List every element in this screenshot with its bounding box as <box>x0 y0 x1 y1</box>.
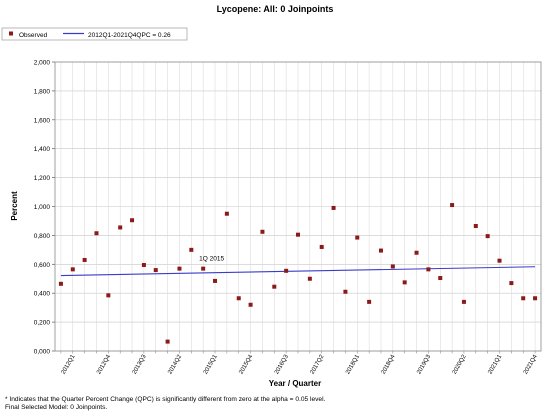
x-tick-label: 2012Q1 <box>61 353 77 375</box>
legend-trend-label: 2012Q1-2021Q4QPC = 0.26 <box>88 32 171 39</box>
y-tick-label: 0,800 <box>34 233 51 240</box>
observed-point <box>248 302 253 307</box>
observed-point <box>414 250 419 255</box>
x-tick-label: 2020Q2 <box>452 353 468 375</box>
observed-point <box>485 234 490 239</box>
x-tick-label: 2019Q3 <box>416 353 432 375</box>
y-axis-label: Percent <box>10 191 19 221</box>
annotation-layer: 1Q 2015 <box>199 255 224 262</box>
observed-point <box>165 339 170 344</box>
observed-point <box>70 267 75 272</box>
observed-point <box>450 203 455 208</box>
x-tick-label: 2015Q1 <box>203 353 219 375</box>
y-tick-label: 0,000 <box>34 349 51 356</box>
observed-point <box>106 293 111 298</box>
observed-point <box>367 299 372 304</box>
y-tick-label: 1,600 <box>34 117 51 124</box>
observed-point <box>343 289 348 294</box>
observed-point <box>378 248 383 253</box>
y-tick-label: 2,000 <box>34 60 51 67</box>
x-tick-label: 2017Q2 <box>310 353 326 375</box>
observed-point <box>213 278 218 283</box>
x-axis-label: Year / Quarter <box>269 379 321 388</box>
observed-point <box>201 266 206 271</box>
observed-point <box>319 244 324 249</box>
observed-point <box>82 257 87 262</box>
observed-point <box>461 299 466 304</box>
observed-point <box>272 284 277 289</box>
legend-box <box>1 27 188 41</box>
legend-observed-label: Observed <box>19 32 48 39</box>
axes: 0,000 0,200 0,400 0,600 0,800 1,000 1,200 1,400… <box>34 60 542 375</box>
y-tick-label: 0,200 <box>34 320 51 327</box>
observed-point <box>153 268 158 273</box>
footnote-significance: * Indicates that the Quarter Percent Cha… <box>5 396 326 403</box>
x-tick-label: 2015Q4 <box>238 353 254 375</box>
x-tick-label: 2014Q2 <box>167 353 183 375</box>
observed-point <box>533 296 538 301</box>
legend-observed-marker <box>9 31 13 36</box>
plot-frame <box>54 61 542 352</box>
observed-point <box>509 281 514 286</box>
observed-point <box>284 268 289 273</box>
observed-point <box>189 247 194 252</box>
trend-layer <box>60 266 536 277</box>
x-tick-label: 2012Q4 <box>96 353 112 375</box>
observed-point <box>307 276 312 281</box>
observed-point <box>331 205 336 210</box>
chart-title: Lycopene: All: 0 Joinpoints <box>217 4 334 14</box>
observed-point <box>402 280 407 285</box>
observed-point <box>58 281 63 286</box>
gridlines <box>55 61 541 352</box>
legend: Observed 2012Q1-2021Q4QPC = 0.26 <box>1 27 188 41</box>
y-tick-label: 1,400 <box>34 146 51 153</box>
observed-point <box>355 235 360 240</box>
trend-line <box>60 266 536 277</box>
y-tick-label: 1,200 <box>34 175 51 182</box>
observed-point <box>296 232 300 237</box>
observed-point <box>473 224 478 229</box>
x-tick-label: 2018Q1 <box>345 353 361 375</box>
x-tick-label: 2021Q1 <box>487 353 503 375</box>
y-tick-label: 0,600 <box>34 262 51 269</box>
x-tick-label: 2018Q4 <box>381 353 397 375</box>
y-tick-label: 0,400 <box>34 291 51 298</box>
observed-point <box>141 263 146 268</box>
observed-point <box>426 267 431 272</box>
observed-point <box>236 296 241 301</box>
points-layer <box>58 203 538 344</box>
observed-point <box>521 296 526 301</box>
y-tick-label: 1,000 <box>34 204 51 211</box>
observed-point <box>130 218 135 223</box>
annotation-label: 1Q 2015 <box>199 255 224 262</box>
footnote-final-model: Final Selected Model: 0 Joinpoints. <box>5 404 108 411</box>
y-tick-label: 1,800 <box>34 88 51 95</box>
observed-point <box>497 258 502 263</box>
observed-point <box>118 225 123 230</box>
observed-point <box>438 276 443 281</box>
x-tick-label: 2021Q4 <box>523 353 539 375</box>
x-tick-label: 2016Q3 <box>274 353 290 375</box>
observed-point <box>94 231 99 236</box>
observed-point <box>177 266 182 271</box>
observed-point <box>224 211 229 216</box>
observed-point <box>390 264 395 269</box>
x-tick-label: 2013Q3 <box>132 353 148 375</box>
observed-point <box>260 229 265 234</box>
